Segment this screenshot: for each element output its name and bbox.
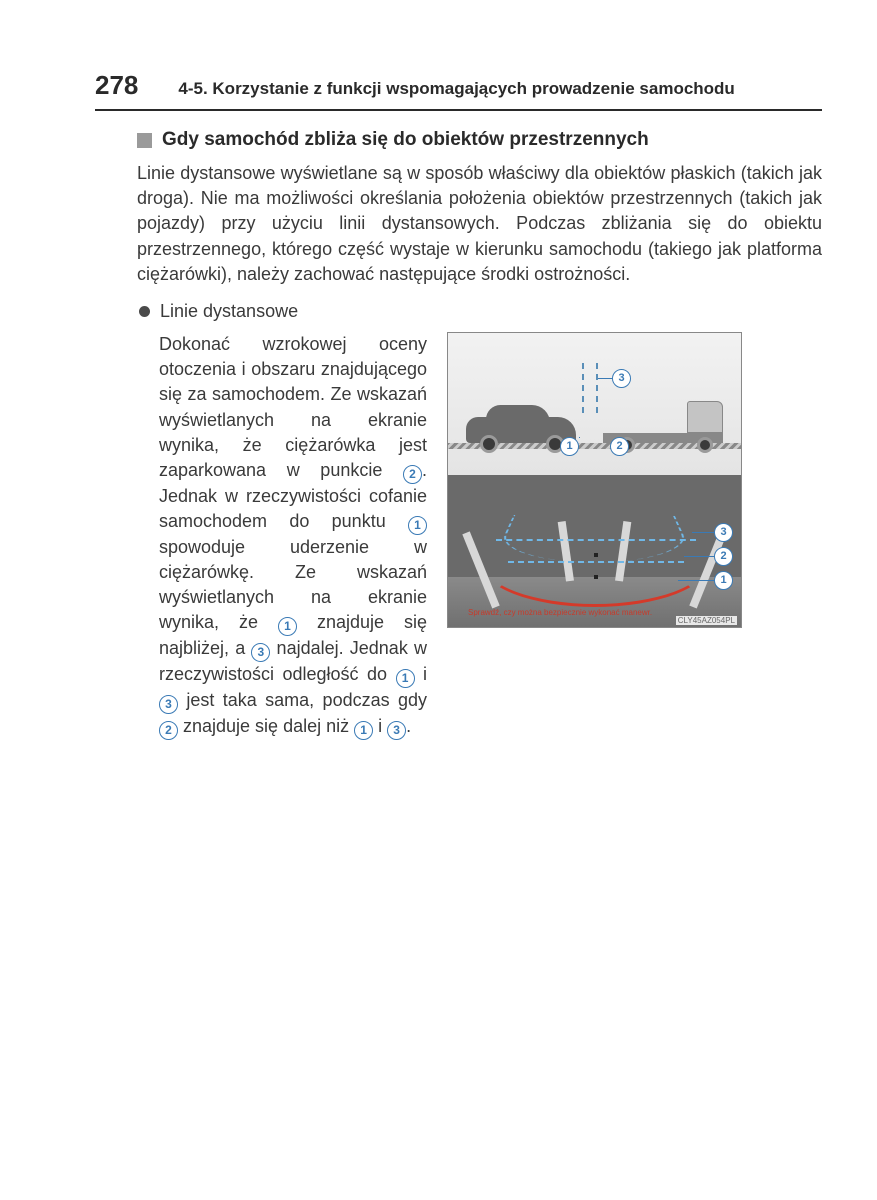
dashed-guide-line xyxy=(596,363,598,413)
square-bullet-icon xyxy=(137,133,152,148)
center-marker-icon xyxy=(594,553,598,557)
body-text-column: Dokonać wzrokowej oceny otoczenia i obsz… xyxy=(159,332,427,740)
figure-label-2: 2 xyxy=(714,547,733,566)
figure-label-1: 1 xyxy=(560,437,579,456)
body-seg: i xyxy=(373,716,387,736)
two-column-layout: Dokonać wzrokowej oceny otoczenia i obsz… xyxy=(137,332,822,740)
body-seg: i xyxy=(415,664,427,684)
leader-line xyxy=(692,532,714,533)
circled-number-3: 3 xyxy=(251,643,270,662)
page-header: 278 4-5. Korzystanie z funkcji wspomagaj… xyxy=(95,70,822,111)
round-bullet-icon xyxy=(139,306,150,317)
figure-frame: 3 1 2 xyxy=(447,332,742,628)
page-number: 278 xyxy=(95,70,138,101)
truck-cab-shape xyxy=(687,401,723,433)
circled-number-1: 1 xyxy=(408,516,427,535)
figure-column: 3 1 2 xyxy=(447,332,742,740)
distance-dash-line xyxy=(496,539,696,541)
figure-top-panel: 3 1 2 xyxy=(448,333,741,475)
figure-code: CLY45AZ054PL xyxy=(676,616,737,625)
figure-caption: Sprawdź, czy można bezpiecznie wykonać m… xyxy=(468,608,652,617)
content-area: Gdy samochód zbliża się do obiektów prze… xyxy=(95,129,822,740)
leader-line xyxy=(598,378,612,379)
leader-line xyxy=(579,437,580,438)
car-wheel-icon xyxy=(480,435,498,453)
bullet-row: Linie dystansowe xyxy=(137,301,822,322)
circled-number-3: 3 xyxy=(387,721,406,740)
bullet-label: Linie dystansowe xyxy=(160,301,298,322)
distance-dash-line xyxy=(508,561,684,563)
center-marker-icon xyxy=(594,575,598,579)
circled-number-1: 1 xyxy=(396,669,415,688)
body-seg: . xyxy=(406,716,411,736)
circled-number-3: 3 xyxy=(159,695,178,714)
figure-label-3: 3 xyxy=(714,523,733,542)
figure-label-1: 1 xyxy=(714,571,733,590)
circled-number-1: 1 xyxy=(278,617,297,636)
leader-line xyxy=(678,580,714,581)
circled-number-2: 2 xyxy=(403,465,422,484)
circled-number-2: 2 xyxy=(159,721,178,740)
leader-line xyxy=(684,556,714,557)
subheading-row: Gdy samochód zbliża się do obiektów prze… xyxy=(137,129,822,151)
dashed-guide-line xyxy=(582,363,584,413)
body-seg: Dokonać wzrokowej oceny otoczenia i obsz… xyxy=(159,334,427,480)
intro-paragraph: Linie dystansowe wyświetlane są w sposób… xyxy=(137,161,822,287)
figure-label-2: 2 xyxy=(610,437,629,456)
body-seg: znajduje się dalej niż xyxy=(178,716,354,736)
section-title: 4-5. Korzystanie z funkcji wspomagającyc… xyxy=(178,79,734,99)
subheading-text: Gdy samochód zbliża się do obiektów prze… xyxy=(162,129,649,151)
figure-bottom-panel: 3 2 1 Sprawdź, czy można bezpiecznie wyk… xyxy=(448,475,741,627)
circled-number-1: 1 xyxy=(354,721,373,740)
figure-label-3: 3 xyxy=(612,369,631,388)
page: 278 4-5. Korzystanie z funkcji wspomagaj… xyxy=(0,0,877,740)
body-seg: jest taka sama, podczas gdy xyxy=(178,690,427,710)
truck-wheel-icon xyxy=(697,437,713,453)
